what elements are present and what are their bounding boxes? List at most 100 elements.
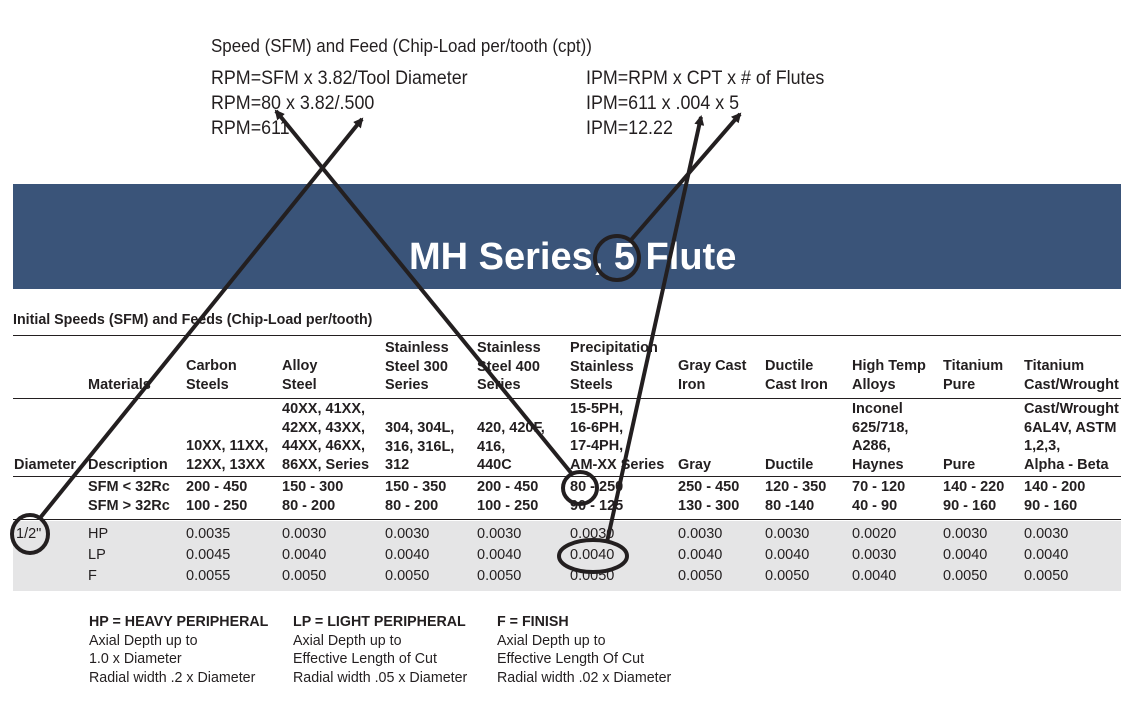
ipm-formula-line: IPM=611 x .004 x 5 bbox=[586, 93, 740, 114]
material-description: 15-5PH, 16-6PH, 17-4PH, AM-XX Series bbox=[570, 401, 665, 473]
feed-lp: 0.0040 bbox=[282, 547, 327, 563]
flutes-highlight-circle bbox=[593, 234, 641, 282]
sfm-arrow bbox=[274, 109, 574, 476]
legend-title: F = FINISH bbox=[497, 613, 569, 630]
sfm-highlight-circle bbox=[561, 470, 599, 506]
description-label: Description bbox=[88, 457, 168, 473]
material-header: Titanium Cast/Wrought bbox=[1024, 358, 1119, 393]
feed-f: 0.0050 bbox=[678, 568, 723, 584]
feed-f: 0.0050 bbox=[477, 568, 522, 584]
chipload-arrow bbox=[605, 115, 705, 543]
feed-f: 0.0050 bbox=[765, 568, 810, 584]
legend-f: F = FINISH Axial Depth up to Effective Le… bbox=[497, 613, 672, 686]
sfm-low: 140 - 220 bbox=[943, 479, 1005, 495]
material-header: Alloy Steel bbox=[282, 358, 318, 393]
feed-hp: 0.0030 bbox=[477, 526, 522, 542]
material-header: Titanium Pure bbox=[943, 358, 1004, 393]
sfm-high: 40 - 90 bbox=[852, 498, 898, 514]
feed-lp: 0.0040 bbox=[943, 547, 988, 563]
sfm-high: 80 - 200 bbox=[385, 498, 439, 514]
sfm-low: 150 - 350 bbox=[385, 479, 447, 495]
feed-hp: 0.0030 bbox=[678, 526, 723, 542]
sfm-high: 130 - 300 bbox=[678, 498, 740, 514]
material-description: Ductile bbox=[765, 457, 814, 473]
material-header: Stainless Steel 400 Series bbox=[477, 340, 541, 393]
feed-hp: 0.0030 bbox=[282, 526, 327, 542]
feed-hp: 0.0020 bbox=[852, 526, 897, 542]
material-description: Inconel 625/718, A286, Haynes bbox=[852, 401, 909, 473]
material-description: Gray bbox=[678, 457, 712, 473]
ipm-formula-line: IPM=12.22 bbox=[586, 118, 673, 139]
material-description: Pure bbox=[943, 457, 976, 473]
table-top-rule bbox=[13, 335, 1121, 336]
diameter-arrow bbox=[38, 117, 364, 520]
feed-hp: 0.0030 bbox=[385, 526, 430, 542]
feed-lp: 0.0030 bbox=[852, 547, 897, 563]
feed-lp: 0.0040 bbox=[385, 547, 430, 563]
formula-heading: Speed (SFM) and Feed (Chip-Load per/toot… bbox=[211, 36, 592, 56]
sfm-low: 200 - 450 bbox=[477, 479, 539, 495]
material-header: High Temp Alloys bbox=[852, 358, 926, 393]
sfm-high: 80 -140 bbox=[765, 498, 815, 514]
section-title: Initial Speeds (SFM) and Feeds (Chip-Loa… bbox=[13, 311, 373, 328]
material-header: Stainless Steel 300 Series bbox=[385, 340, 449, 393]
feed-hp: 0.0030 bbox=[570, 526, 615, 542]
legend-hp: HP = HEAVY PERIPHERAL Axial Depth up to 1… bbox=[89, 613, 269, 686]
rpm-formula-block: RPM=SFM x 3.82/Tool Diameter RPM=80 x 3.… bbox=[211, 66, 484, 141]
feed-lp: 0.0040 bbox=[765, 547, 810, 563]
material-header: Carbon Steels bbox=[186, 358, 237, 393]
feed-lp: 0.0040 bbox=[1024, 547, 1069, 563]
feed-f: 0.0055 bbox=[186, 568, 231, 584]
sfm-low: 120 - 350 bbox=[765, 479, 827, 495]
sfm-high: 90 - 160 bbox=[943, 498, 997, 514]
sfm-high-label: SFM > 32Rc bbox=[88, 498, 170, 514]
feed-hp: 0.0035 bbox=[186, 526, 231, 542]
materials-label: Materials bbox=[88, 377, 151, 393]
op-label-f: F bbox=[88, 568, 97, 584]
legend-lp: LP = LIGHT PERIPHERAL Axial Depth up to E… bbox=[293, 613, 468, 686]
material-description: 40XX, 41XX, 42XX, 43XX, 44XX, 46XX, 86XX, S… bbox=[282, 401, 370, 473]
feed-hp: 0.0030 bbox=[765, 526, 810, 542]
diameter-label: Diameter bbox=[14, 457, 77, 473]
sfm-low: 150 - 300 bbox=[282, 479, 344, 495]
series-banner: MH Series, 5 Flute bbox=[13, 184, 1121, 289]
sfm-low: 250 - 450 bbox=[678, 479, 740, 495]
rpm-formula-line: RPM=SFM x 3.82/Tool Diameter bbox=[211, 68, 468, 89]
material-description: 304, 304L, 316, 316L, 312 bbox=[385, 420, 455, 473]
sfm-low: 140 - 200 bbox=[1024, 479, 1086, 495]
feed-f: 0.0050 bbox=[385, 568, 430, 584]
rpm-formula-line: RPM=80 x 3.82/.500 bbox=[211, 93, 375, 114]
sfm-high: 90 - 160 bbox=[1024, 498, 1078, 514]
feed-lp: 0.0040 bbox=[477, 547, 522, 563]
diameter-value: 1/2" bbox=[16, 526, 42, 542]
header-divider bbox=[13, 398, 1121, 399]
feed-rows-background bbox=[13, 521, 1121, 591]
sfm-high: 100 - 250 bbox=[477, 498, 539, 514]
material-header: Precipitation Stainless Steels bbox=[570, 340, 658, 393]
diameter-highlight-circle bbox=[10, 513, 50, 555]
sfm-high: 100 - 250 bbox=[186, 498, 248, 514]
banner-title: MH Series, 5 Flute bbox=[409, 236, 737, 278]
rpm-formula-line: RPM=611 bbox=[211, 118, 290, 139]
feed-lp: 0.0040 bbox=[678, 547, 723, 563]
feed-f: 0.0050 bbox=[282, 568, 327, 584]
material-description: 420, 420F, 416, 440C bbox=[477, 420, 545, 473]
material-description: Cast/Wrought 6AL4V, ASTM 1,2,3, Alpha - Bet… bbox=[1024, 401, 1119, 473]
feed-f: 0.0040 bbox=[852, 568, 897, 584]
sfm-high: 80 - 200 bbox=[282, 498, 336, 514]
op-label-hp: HP bbox=[88, 526, 109, 542]
feed-hp: 0.0030 bbox=[943, 526, 988, 542]
feed-f: 0.0050 bbox=[943, 568, 988, 584]
sfm-divider bbox=[13, 519, 1121, 520]
ipm-formula-block: IPM=RPM x CPT x # of Flutes IPM=611 x .0… bbox=[586, 66, 840, 141]
feed-lp: 0.0045 bbox=[186, 547, 231, 563]
material-header: Gray Cast Iron bbox=[678, 358, 747, 393]
material-header: Ductile Cast Iron bbox=[765, 358, 828, 393]
ipm-formula-line: IPM=RPM x CPT x # of Flutes bbox=[586, 68, 825, 89]
feed-hp: 0.0030 bbox=[1024, 526, 1069, 542]
legend-title: LP = LIGHT PERIPHERAL bbox=[293, 613, 466, 630]
sfm-low: 70 - 120 bbox=[852, 479, 906, 495]
chipload-highlight-circle bbox=[557, 538, 629, 574]
legend-title: HP = HEAVY PERIPHERAL bbox=[89, 613, 269, 630]
